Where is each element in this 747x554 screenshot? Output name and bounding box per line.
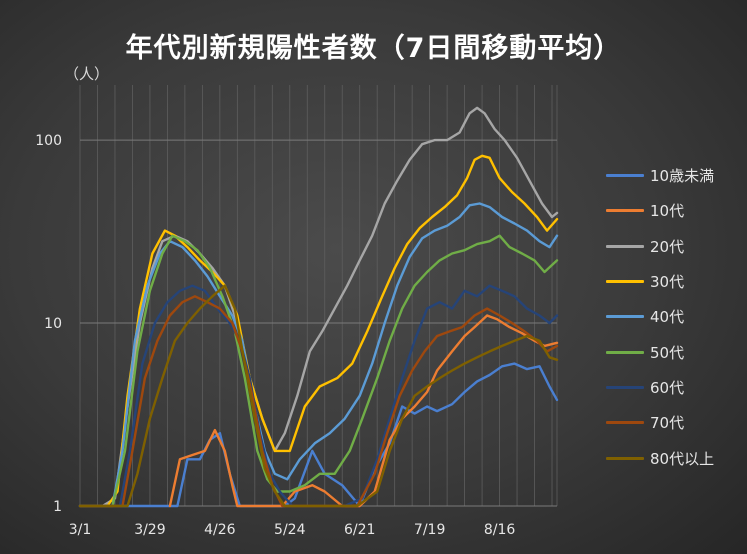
legend-item: 20代 [606,229,746,264]
legend-label: 20代 [650,237,685,256]
legend-swatch [606,456,644,460]
legend-label: 40代 [650,308,685,327]
legend-item: 80代以上 [606,440,746,475]
y-axis-unit-label: （人） [64,65,110,83]
legend-swatch [606,421,644,425]
series-line [78,234,559,508]
legend-label: 60代 [650,378,685,397]
legend-label: 10歳未満 [650,167,715,186]
series-line [78,362,559,508]
legend-label: 30代 [650,273,685,292]
legend-item: 10歳未満 [606,158,746,193]
x-tick-label: 3/29 [134,522,165,538]
legend-swatch [606,280,644,284]
x-tick-label: 5/24 [274,522,306,538]
x-tick-label: 8/16 [484,522,516,538]
series-line [78,202,559,508]
legend-item: 40代 [606,299,746,334]
chart-title: 年代別新規陽性者数（7日間移動平均） [125,33,622,64]
chart-legend: 10歳未満 10代 20代 30代 40代 50代 60代 70代 80代以上 [606,158,746,476]
legend-label: 10代 [650,202,685,221]
legend-item: 70代 [606,405,746,440]
legend-item: 60代 [606,370,746,405]
x-tick-label: 6/21 [344,522,375,538]
legend-item: 30代 [606,264,746,299]
legend-swatch [606,209,644,213]
x-tick-label: 4/26 [204,522,236,538]
legend-label: 70代 [650,414,685,433]
series-line [78,106,559,508]
legend-label: 50代 [650,343,685,362]
y-tick-label: 1 [53,499,62,515]
legend-item: 10代 [606,193,746,228]
legend-swatch [606,350,644,354]
x-tick-label: 3/1 [69,522,92,538]
legend-swatch [606,174,644,178]
series-line [78,284,559,508]
legend-swatch [606,315,644,319]
series-line [168,314,559,508]
legend-swatch [606,385,644,389]
legend-label: 80代以上 [650,449,715,468]
legend-swatch [606,244,644,248]
series-line [78,284,559,508]
y-tick-label: 100 [35,133,62,149]
legend-item: 50代 [606,334,746,369]
series-line [78,154,559,508]
x-tick-label: 7/19 [414,522,445,538]
y-tick-label: 10 [44,316,62,332]
